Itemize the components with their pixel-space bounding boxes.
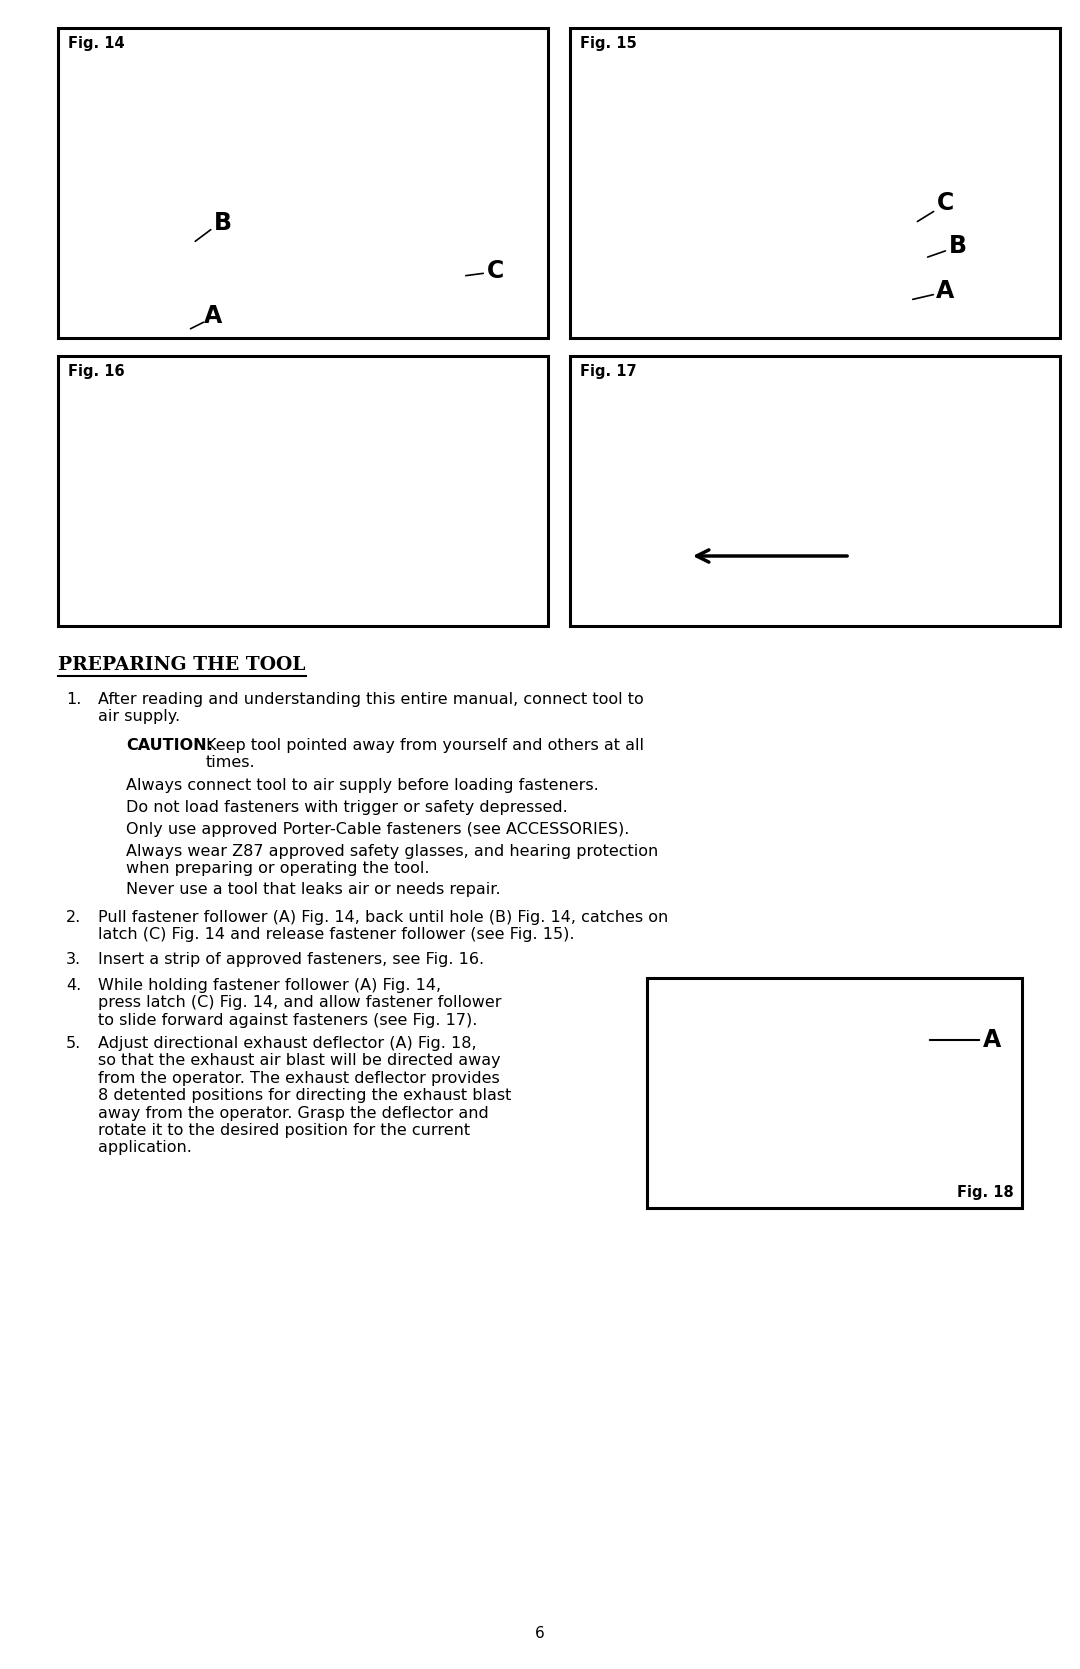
Text: C: C bbox=[486, 259, 503, 284]
Text: Insert a strip of approved fasteners, see Fig. 16.: Insert a strip of approved fasteners, se… bbox=[98, 951, 484, 966]
Bar bbox=[58, 355, 548, 626]
Bar bbox=[647, 978, 1022, 1208]
Text: 4.: 4. bbox=[66, 978, 81, 993]
Text: Always wear Z87 approved safety glasses, and hearing protection
when preparing o: Always wear Z87 approved safety glasses,… bbox=[126, 845, 658, 876]
Text: 6: 6 bbox=[535, 1626, 545, 1641]
Text: Only use approved Porter-Cable fasteners (see ACCESSORIES).: Only use approved Porter-Cable fasteners… bbox=[126, 823, 630, 836]
Text: A: A bbox=[204, 304, 222, 329]
Text: Keep tool pointed away from yourself and others at all
times.: Keep tool pointed away from yourself and… bbox=[206, 738, 644, 771]
Text: While holding fastener follower (A) Fig. 14,
press latch (C) Fig. 14, and allow : While holding fastener follower (A) Fig.… bbox=[98, 978, 501, 1028]
Text: A: A bbox=[983, 1028, 1001, 1051]
Text: PREPARING THE TOOL: PREPARING THE TOOL bbox=[58, 656, 306, 674]
Text: B: B bbox=[949, 234, 967, 259]
Text: Fig. 18: Fig. 18 bbox=[957, 1185, 1014, 1200]
Bar bbox=[570, 355, 1059, 626]
Text: Always connect tool to air supply before loading fasteners.: Always connect tool to air supply before… bbox=[126, 778, 598, 793]
Bar bbox=[570, 28, 1059, 339]
Text: B: B bbox=[214, 210, 232, 235]
Text: Fig. 16: Fig. 16 bbox=[68, 364, 124, 379]
Text: Never use a tool that leaks air or needs repair.: Never use a tool that leaks air or needs… bbox=[126, 881, 501, 896]
Text: A: A bbox=[936, 279, 954, 304]
Text: 1.: 1. bbox=[66, 693, 81, 708]
Text: 3.: 3. bbox=[66, 951, 81, 966]
Text: 5.: 5. bbox=[66, 1036, 81, 1051]
Text: Pull fastener follower (A) Fig. 14, back until hole (B) Fig. 14, catches on
latc: Pull fastener follower (A) Fig. 14, back… bbox=[98, 910, 669, 943]
Text: Fig. 14: Fig. 14 bbox=[68, 37, 124, 52]
Text: C: C bbox=[936, 190, 954, 215]
Text: After reading and understanding this entire manual, connect tool to
air supply.: After reading and understanding this ent… bbox=[98, 693, 644, 724]
Text: Adjust directional exhaust deflector (A) Fig. 18,
so that the exhaust air blast : Adjust directional exhaust deflector (A)… bbox=[98, 1036, 511, 1155]
Text: Fig. 15: Fig. 15 bbox=[580, 37, 637, 52]
Text: Fig. 17: Fig. 17 bbox=[580, 364, 636, 379]
Text: 2.: 2. bbox=[66, 910, 81, 925]
Text: Do not load fasteners with trigger or safety depressed.: Do not load fasteners with trigger or sa… bbox=[126, 799, 568, 814]
Bar bbox=[58, 28, 548, 339]
Text: CAUTION:: CAUTION: bbox=[126, 738, 213, 753]
